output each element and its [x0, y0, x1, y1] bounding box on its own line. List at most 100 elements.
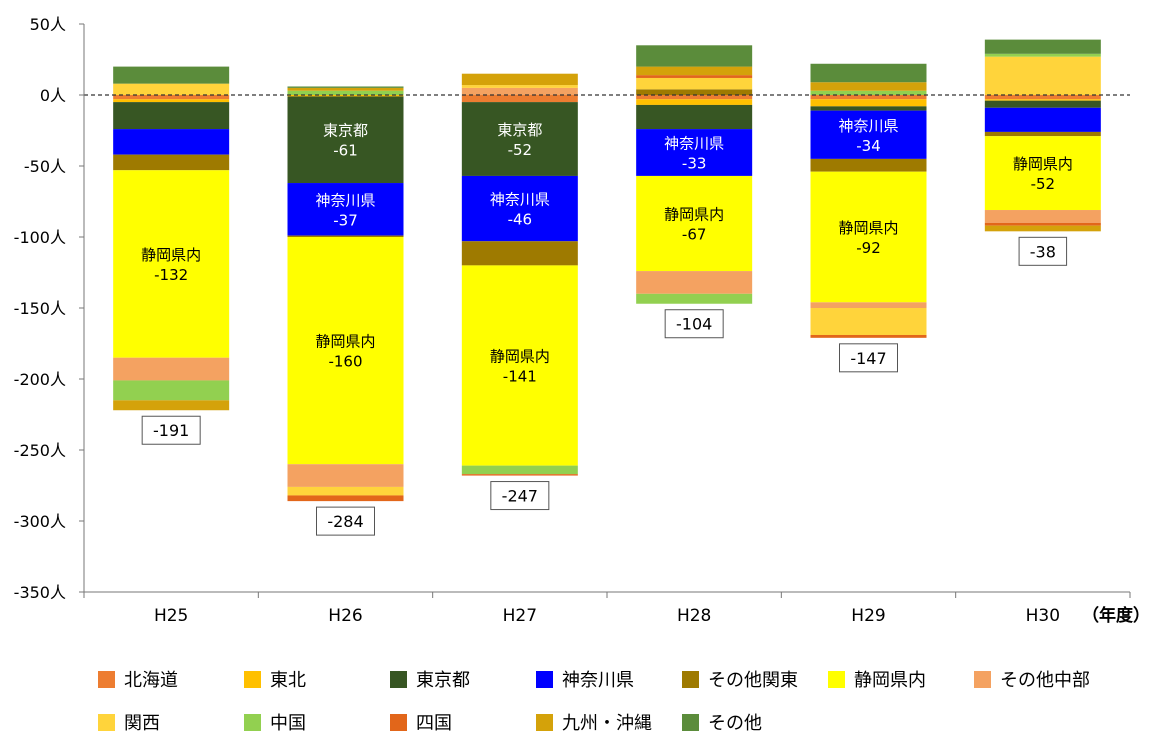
- bar-segment: [461, 73, 578, 86]
- legend-swatch: [682, 670, 699, 688]
- legend-swatch: [98, 713, 115, 731]
- x-tick-label: H28: [677, 606, 711, 626]
- bar-segment: [287, 87, 404, 91]
- segment-label-name: 神奈川県: [490, 191, 550, 209]
- bar-segment: [287, 96, 404, 184]
- segment-label-value: -34: [856, 137, 881, 155]
- bar-segment: [461, 241, 578, 266]
- legend-swatch: [98, 670, 115, 688]
- bar-segment: [810, 95, 927, 100]
- y-tick-label: -300人: [14, 512, 66, 531]
- bar-segment: [810, 334, 927, 338]
- y-tick-label: 50人: [30, 15, 66, 34]
- legend-item: 東北: [244, 668, 306, 691]
- x-axis-unit: （年度）: [1082, 605, 1150, 626]
- segment-label-value: -67: [682, 226, 707, 244]
- bar-segment: [287, 90, 404, 95]
- bar-segment: [113, 357, 230, 381]
- legend-swatch: [974, 670, 991, 688]
- legend-item: 九州・沖縄: [536, 711, 652, 734]
- legend-swatch: [536, 713, 553, 731]
- total-label-box: [316, 506, 375, 536]
- bar-segment: [287, 495, 404, 502]
- legend-item: 関西: [98, 711, 160, 734]
- bar-segment: [461, 95, 578, 103]
- legend-item: その他: [682, 711, 762, 734]
- bar-segment: [984, 136, 1101, 211]
- total-label: -38: [1030, 242, 1056, 261]
- bar-segment: [810, 90, 927, 95]
- legend-swatch: [828, 670, 845, 688]
- legend-swatch: [244, 670, 261, 688]
- total-label-box: [1018, 236, 1068, 266]
- y-tick-label: -250人: [14, 441, 66, 460]
- legend-swatch: [682, 713, 699, 731]
- bar-segment: [113, 102, 230, 130]
- segment-label-value: -33: [682, 155, 707, 173]
- bar-segment: [636, 271, 753, 294]
- bar-segment: [461, 265, 578, 466]
- legend-item: その他関東: [682, 668, 798, 691]
- bar-segment: [113, 154, 230, 171]
- total-label: -247: [502, 487, 538, 506]
- segment-label-value: -52: [1031, 175, 1056, 193]
- bar-segment: [113, 66, 230, 84]
- bar-segment: [810, 110, 927, 159]
- y-tick-label: -350人: [14, 583, 66, 602]
- legend-label: その他関東: [708, 670, 798, 691]
- legend-swatch: [244, 713, 261, 731]
- segment-label-name: 東京都: [323, 122, 368, 140]
- bar-segment: [636, 77, 753, 90]
- bar-segment: [113, 400, 230, 411]
- legend-item: 東京都: [390, 668, 470, 691]
- bar-segment: [810, 82, 927, 91]
- bar-segment: [810, 302, 927, 308]
- legend-label: 神奈川県: [562, 670, 634, 691]
- segment-label-name: 静岡県内: [141, 246, 201, 264]
- bar-segment: [636, 293, 753, 304]
- total-label-box: [490, 481, 550, 511]
- legend-swatch: [390, 713, 407, 731]
- bar-segment: [636, 66, 753, 76]
- bar-segment: [113, 99, 230, 103]
- bar-segment: [810, 63, 927, 83]
- y-tick-label: -150人: [14, 299, 66, 318]
- bar-segment: [113, 380, 230, 401]
- bar-segment: [984, 39, 1101, 54]
- legend-label: 関西: [124, 713, 160, 734]
- bar-segment: [113, 129, 230, 155]
- bar-segment: [810, 171, 927, 303]
- legend-label: 静岡県内: [854, 670, 926, 691]
- bar-segment: [461, 465, 578, 475]
- segment-label-name: 静岡県内: [315, 333, 375, 351]
- total-label: -284: [327, 512, 363, 531]
- bar-segment: [636, 45, 753, 67]
- bar-segment: [287, 95, 404, 97]
- bar-segment: [461, 474, 578, 476]
- bar-segment: [810, 158, 927, 172]
- legend-label: 東北: [270, 670, 306, 691]
- segment-label-value: -37: [333, 211, 358, 229]
- bar-segment: [636, 89, 753, 95]
- x-tick-label: H27: [503, 606, 537, 626]
- bar-segment: [461, 87, 578, 95]
- bar-segment: [984, 100, 1101, 108]
- legend-label: 四国: [416, 713, 452, 734]
- legend-item: 中国: [244, 711, 306, 734]
- bar-segment: [984, 99, 1101, 101]
- segment-label-name: 静岡県内: [1013, 155, 1073, 173]
- bar-segment: [636, 99, 753, 105]
- total-label-box: [664, 309, 724, 339]
- segment-label-value: -132: [154, 266, 188, 284]
- bar-segment: [636, 104, 753, 130]
- legend-label: 九州・沖縄: [562, 713, 652, 734]
- bar-segment: [287, 464, 404, 487]
- bar-segment: [984, 131, 1101, 137]
- legend-label: 中国: [270, 713, 306, 734]
- x-tick-label: H25: [154, 606, 188, 626]
- y-tick-label: 0人: [40, 86, 66, 105]
- total-label-box: [839, 343, 898, 373]
- legend-item: 神奈川県: [536, 668, 634, 691]
- legend-label: 北海道: [124, 670, 178, 691]
- total-label: -147: [850, 349, 886, 368]
